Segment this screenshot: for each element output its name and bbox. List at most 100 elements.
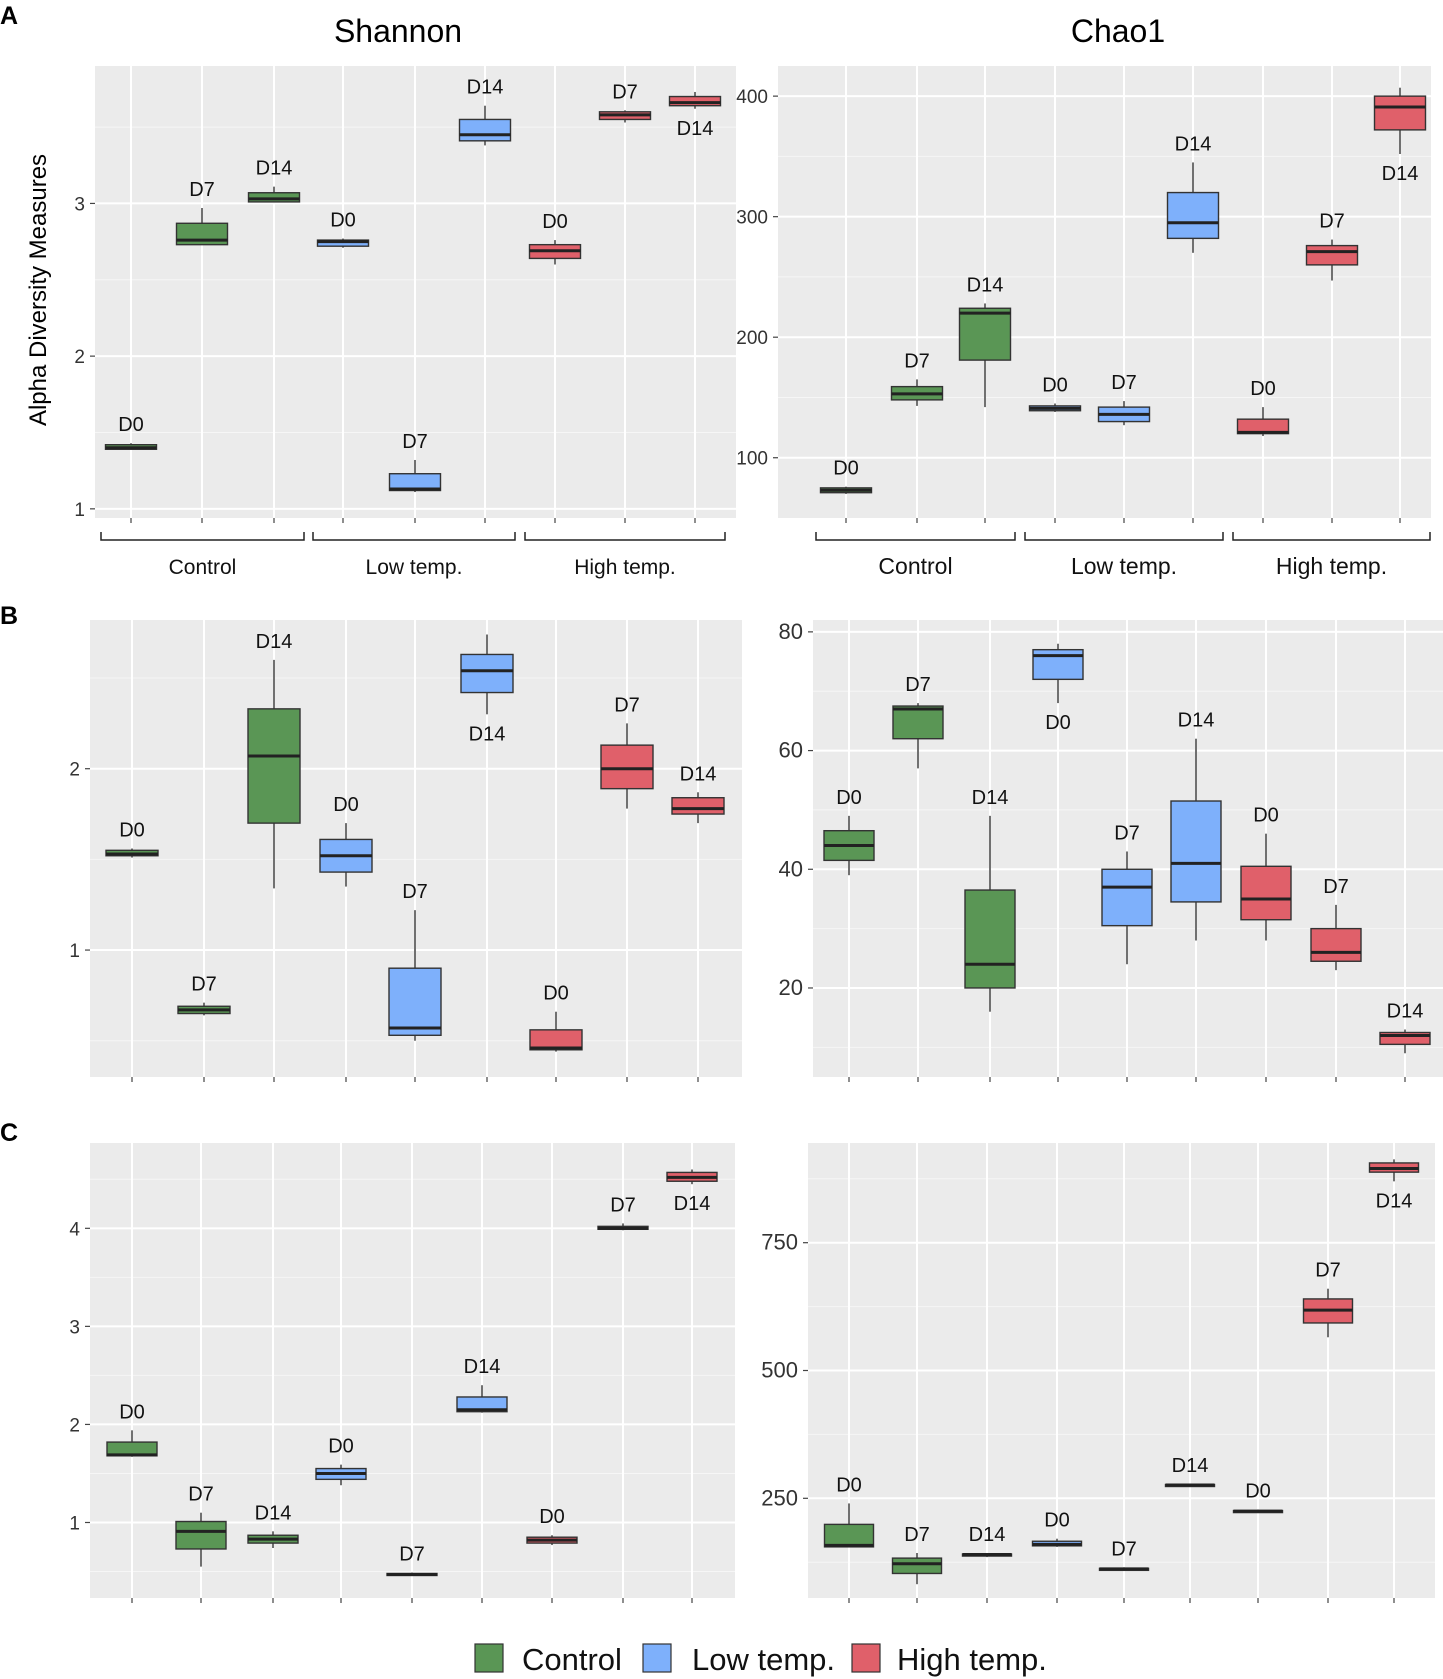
box-control-d7: D7 — [175, 1484, 227, 1567]
box-body — [247, 192, 301, 203]
box-high-temp-d7: D7 — [600, 694, 654, 809]
box-label: D14 — [677, 118, 714, 140]
legend-label-high-temp: High temp. — [897, 1642, 1047, 1677]
box-control-d0: D0 — [104, 414, 158, 450]
box-low-temp-d14: D14 — [1166, 133, 1220, 253]
box-low-temp-d7: D7 — [388, 881, 442, 1041]
y-tick-label: 40 — [779, 856, 803, 881]
box-label: D14 — [256, 158, 293, 180]
box-label: D0 — [1245, 1481, 1271, 1503]
box-control-d14: D14 — [247, 1502, 299, 1548]
box-high-temp-d14: D14 — [1379, 1001, 1431, 1054]
box-control-d0: D0 — [105, 820, 159, 858]
box-label: D14 — [469, 723, 506, 745]
box-high-temp-d0: D0 — [1240, 805, 1292, 941]
group-label: Low temp. — [366, 556, 463, 579]
box-low-temp-d7: D7 — [386, 1544, 438, 1577]
group-bracket — [524, 532, 726, 541]
y-tick-label: 80 — [779, 619, 803, 644]
y-tick-label: 60 — [779, 738, 803, 763]
box-label: D7 — [612, 81, 638, 103]
box-high-temp-d14: D14 — [666, 1169, 718, 1215]
box-low-temp-d0: D0 — [315, 1436, 367, 1486]
box-high-temp-d0: D0 — [1232, 1481, 1284, 1514]
box-label: D14 — [255, 1502, 292, 1524]
box-body — [892, 705, 944, 740]
box-low-temp-d7: D7 — [1098, 1538, 1150, 1572]
chart-panels: 1 2 3 D0 D7 D14 D0 D7 D14 D0 D7 D14 Control Low temp.… — [69, 66, 1443, 1603]
group-label: Low temp. — [1071, 553, 1177, 579]
box-label: D7 — [189, 179, 215, 201]
box-label: D0 — [118, 414, 144, 436]
y-tick-label: 200 — [736, 328, 768, 349]
shannon-column-title: Shannon — [334, 13, 462, 49]
box-label: D0 — [1045, 712, 1071, 734]
box-label: D0 — [1042, 374, 1068, 396]
box-label: D0 — [543, 983, 569, 1005]
box-high-temp-d7: D7 — [1302, 1260, 1354, 1338]
box-control-d0: D0 — [819, 458, 873, 494]
group-bracket — [815, 532, 1016, 541]
y-tick-label: 1 — [74, 500, 85, 521]
box-control-d7: D7 — [892, 674, 944, 769]
box-body — [1373, 95, 1427, 131]
box-body — [1166, 191, 1220, 240]
panel-letter-c: C — [0, 1119, 18, 1147]
box-label: D0 — [833, 458, 859, 480]
box-label: D7 — [188, 1484, 214, 1506]
box-label: D14 — [1172, 1455, 1209, 1477]
box-low-temp-d7: D7 — [1097, 372, 1151, 426]
legend-label-control: Control — [522, 1642, 622, 1677]
y-tick-label: 400 — [736, 87, 768, 108]
y-tick-label: 1 — [69, 1513, 80, 1534]
y-axis-label: Alpha Diversity Measures — [25, 154, 52, 426]
box-low-temp-d0: D0 — [319, 794, 373, 887]
chart-c-chao1: 250 500 750 D0 D7 D14 D0 D7 D14 D0 D7 D14 — [761, 1143, 1435, 1603]
box-high-temp-d7: D7 — [1310, 876, 1362, 971]
box-body — [958, 307, 1012, 361]
box-label: D7 — [399, 1544, 425, 1566]
box-label: D14 — [1178, 710, 1215, 732]
box-body — [1170, 800, 1222, 903]
box-label: D7 — [904, 350, 930, 372]
box-control-d14: D14 — [247, 158, 301, 203]
group-label: High temp. — [574, 556, 676, 579]
chart-a-chao1: 100 200 300 400 D0 D7 D14 D0 D7 D14 D0 D7 D14 Control… — [736, 66, 1431, 579]
box-low-temp-d14: D14 — [458, 77, 512, 146]
box-label: D14 — [464, 1356, 501, 1378]
box-body — [456, 1396, 508, 1413]
group-bracket — [1232, 532, 1431, 541]
box-low-temp-d7: D7 — [1101, 822, 1153, 965]
box-body — [600, 744, 654, 790]
box-control-d7: D7 — [891, 1524, 943, 1585]
y-tick-label: 3 — [69, 1317, 80, 1338]
y-tick-label: 2 — [69, 760, 80, 781]
y-tick-label: 250 — [761, 1485, 798, 1510]
box-body — [891, 1557, 943, 1575]
box-label: D0 — [328, 1436, 354, 1458]
box-body — [668, 95, 722, 107]
box-low-temp-d0: D0 — [1032, 643, 1084, 734]
box-label: D7 — [402, 881, 428, 903]
box-control-d0: D0 — [106, 1401, 158, 1457]
box-label: D7 — [614, 694, 640, 716]
box-label: D7 — [1111, 1538, 1137, 1560]
group-bracket — [1024, 532, 1224, 541]
y-tick-label: 500 — [761, 1358, 798, 1383]
box-body — [1305, 244, 1359, 266]
group-label: Control — [169, 556, 237, 579]
box-low-temp-d0: D0 — [1028, 374, 1082, 412]
legend-swatch-high-temp — [851, 1643, 881, 1673]
box-low-temp-d14: D14 — [460, 634, 514, 745]
box-body — [460, 653, 514, 694]
box-control-d14: D14 — [964, 787, 1016, 1012]
box-high-temp-d14: D14 — [1368, 1159, 1420, 1212]
box-high-temp-d14: D14 — [668, 91, 722, 140]
chao1-column-title: Chao1 — [1071, 13, 1165, 49]
panel-letter-b: B — [0, 602, 18, 630]
box-label: D14 — [967, 274, 1004, 296]
y-tick-label: 750 — [761, 1230, 798, 1255]
box-low-temp-d14: D14 — [456, 1356, 508, 1413]
box-label: D0 — [333, 794, 359, 816]
box-body — [1240, 865, 1292, 921]
